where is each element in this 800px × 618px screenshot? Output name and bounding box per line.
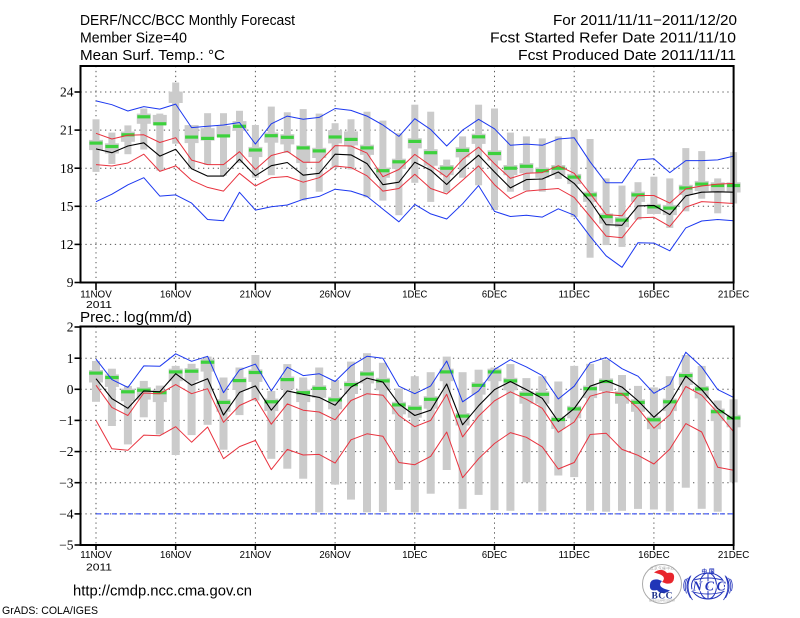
svg-text:26NOV: 26NOV <box>319 289 351 301</box>
svg-text:11NOV: 11NOV <box>80 289 112 301</box>
svg-text:−3: −3 <box>59 475 74 490</box>
svg-text:16DEC: 16DEC <box>638 289 670 301</box>
svg-text:−1: −1 <box>59 413 73 428</box>
svg-text:NCC: NCC <box>692 579 727 594</box>
svg-text:DERF/NCC/BCC Monthly Forecast: DERF/NCC/BCC Monthly Forecast <box>80 12 296 29</box>
svg-text:24: 24 <box>60 85 74 100</box>
svg-text:11DEC: 11DEC <box>558 289 590 301</box>
svg-text:16DEC: 16DEC <box>638 549 670 561</box>
svg-text:0: 0 <box>67 382 74 397</box>
svg-text:16NOV: 16NOV <box>160 289 192 301</box>
svg-text:21: 21 <box>60 123 74 138</box>
svg-text:Fcst Produced Date 2011/11/11: Fcst Produced Date 2011/11/11 <box>518 47 736 64</box>
svg-text:21DEC: 21DEC <box>718 549 750 561</box>
svg-text:1DEC: 1DEC <box>402 289 428 301</box>
svg-text:21DEC: 21DEC <box>718 289 750 301</box>
svg-text:2: 2 <box>67 320 74 335</box>
svg-text:http://cmdp.ncc.cma.gov.cn: http://cmdp.ncc.cma.gov.cn <box>73 583 252 600</box>
svg-text:6DEC: 6DEC <box>482 549 508 561</box>
svg-text:北京气候中心: 北京气候中心 <box>650 566 675 571</box>
svg-text:Prec.: log(mm/d): Prec.: log(mm/d) <box>80 309 192 326</box>
svg-text:6DEC: 6DEC <box>482 289 508 301</box>
svg-text:21NOV: 21NOV <box>240 549 272 561</box>
svg-text:2011: 2011 <box>86 562 112 574</box>
svg-text:−5: −5 <box>59 538 74 553</box>
svg-text:15: 15 <box>60 199 74 214</box>
svg-text:2011: 2011 <box>86 299 112 311</box>
svg-text:中国: 中国 <box>702 568 715 576</box>
svg-text:BEIJING CLIMATE CENTER: BEIJING CLIMATE CENTER <box>649 599 675 603</box>
svg-text:Fcst Started Refer Date 2011/1: Fcst Started Refer Date 2011/11/10 <box>490 30 736 47</box>
svg-text:−4: −4 <box>59 506 74 521</box>
svg-text:9: 9 <box>67 275 74 290</box>
svg-text:26NOV: 26NOV <box>319 549 351 561</box>
svg-text:18: 18 <box>60 161 74 176</box>
svg-text:For 2011/11/11−2011/12/20: For 2011/11/11−2011/12/20 <box>553 12 737 29</box>
svg-text:GrADS: COLA/IGES: GrADS: COLA/IGES <box>2 605 98 617</box>
svg-text:Mean Surf. Temp.: °C: Mean Surf. Temp.: °C <box>80 47 225 64</box>
svg-text:1: 1 <box>67 351 74 366</box>
svg-text:1DEC: 1DEC <box>402 549 428 561</box>
svg-text:16NOV: 16NOV <box>160 549 192 561</box>
svg-text:12: 12 <box>60 237 74 252</box>
svg-text:11DEC: 11DEC <box>558 549 590 561</box>
svg-text:BCC: BCC <box>652 592 673 602</box>
svg-text:−2: −2 <box>59 444 73 459</box>
svg-text:11NOV: 11NOV <box>80 549 112 561</box>
svg-text:21NOV: 21NOV <box>240 289 272 301</box>
svg-text:Member Size=40: Member Size=40 <box>80 30 187 47</box>
